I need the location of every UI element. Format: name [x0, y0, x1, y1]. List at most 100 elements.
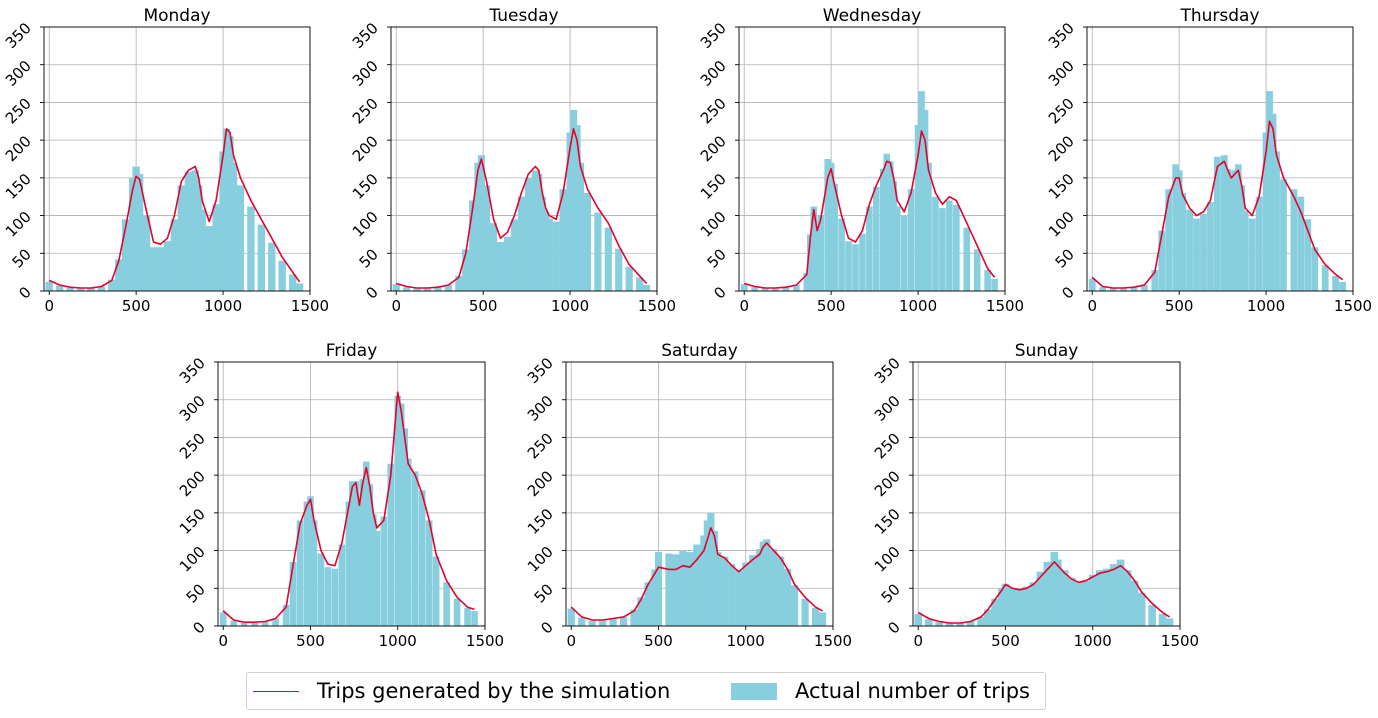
- y-tick-label: 150: [2, 170, 35, 203]
- actual-trips-bar: [824, 159, 831, 291]
- plot-frame: [912, 361, 1181, 627]
- actual-trips-bar: [184, 171, 192, 291]
- actual-trips-bar: [1008, 588, 1017, 626]
- actual-trips-bar: [489, 223, 498, 291]
- actual-trips-bar: [552, 221, 560, 291]
- actual-trips-bar: [945, 622, 954, 626]
- y-tick-label: 50: [9, 245, 35, 271]
- actual-trips-bar: [886, 161, 894, 291]
- y-tick-label: 100: [1045, 208, 1078, 241]
- plot-frame: [390, 26, 658, 292]
- actual-trips-bar: [924, 619, 933, 626]
- actual-trips-bar: [686, 552, 694, 626]
- actual-trips-bar: [432, 556, 440, 626]
- actual-trips-bar: [1280, 179, 1287, 291]
- actual-trips-bar: [236, 185, 245, 291]
- y-tick-label: 0: [1058, 283, 1077, 302]
- actual-trips-bar: [984, 269, 991, 291]
- legend-entry-actual: Actual number of trips: [731, 673, 1030, 709]
- actual-trips-bar: [932, 196, 939, 291]
- x-tick-label: 0: [1087, 297, 1097, 315]
- actual-trips-bar: [380, 516, 388, 626]
- actual-trips-bar: [261, 621, 269, 626]
- y-tick-label: 300: [1045, 57, 1078, 90]
- panel-wednesday: 0 500 1000 1500 0 50 100 150 200 250 300 350 Wednesd…: [697, 6, 1024, 315]
- actual-trips-bar: [772, 288, 779, 291]
- panel-title: Sunday: [1015, 341, 1079, 361]
- actual-trips-bar: [1227, 177, 1235, 291]
- actual-trips-bar: [1339, 281, 1346, 291]
- y-tick-label: 0: [15, 283, 34, 302]
- simulation-line: [1091, 120, 1344, 289]
- actual-trips-bar: [811, 607, 820, 626]
- actual-trips-bar: [392, 284, 400, 291]
- y-tick-label: 50: [1052, 245, 1078, 271]
- actual-trips-bar: [219, 612, 227, 626]
- x-tick-label: 0: [566, 632, 576, 650]
- legend: Trips generated by the simulation Actual…: [246, 672, 1046, 710]
- actual-trips-bar: [1130, 580, 1139, 626]
- panel-friday: 0 500 1000 1500 0 50 100 150 200 250 300 350 Friday: [176, 341, 504, 650]
- plot-frame: [738, 26, 1006, 292]
- actual-trips-bar: [693, 544, 701, 626]
- actual-trips-bar: [1088, 278, 1096, 291]
- y-tick-label: 300: [2, 57, 35, 90]
- panel-monday: 0 500 1000 1500 0 50 100 150 200 250 300 350 Monday: [2, 6, 329, 315]
- actual-trips-bar: [331, 568, 339, 626]
- actual-trips-bar: [464, 607, 471, 626]
- actual-trips-bar: [907, 189, 915, 291]
- y-tick-label: 250: [524, 430, 557, 463]
- actual-trips-bar: [462, 249, 470, 291]
- y-tick-label: 0: [189, 618, 208, 637]
- actual-trips-bar: [278, 260, 286, 291]
- actual-trips-bar: [966, 621, 975, 626]
- actual-trips-bar: [810, 206, 818, 291]
- actual-trips-bar: [1081, 580, 1090, 626]
- actual-trips-bar: [370, 514, 377, 626]
- actual-trips-bar: [599, 620, 607, 626]
- x-tick-label: 500: [296, 632, 325, 650]
- y-tick-label: 350: [697, 19, 730, 52]
- actual-trips-bar: [576, 162, 585, 291]
- actual-trips-bar: [66, 287, 74, 291]
- y-tick-label: 200: [2, 132, 35, 165]
- x-tick-label: 1000: [1247, 297, 1285, 315]
- actual-trips-bar: [1220, 155, 1228, 291]
- legend-label-simulation: Trips generated by the simulation: [317, 679, 671, 703]
- actual-trips-bar: [1304, 219, 1312, 291]
- actual-trips-bar: [394, 395, 402, 626]
- actual-trips-bar: [401, 428, 409, 626]
- actual-trips-bar: [1158, 230, 1166, 291]
- actual-trips-bar: [914, 613, 923, 626]
- actual-trips-bar: [1043, 561, 1052, 626]
- actual-trips-bar: [953, 205, 960, 291]
- actual-trips-bar: [609, 619, 617, 626]
- actual-trips-bar: [251, 622, 258, 626]
- actual-trips-bar: [108, 279, 116, 291]
- y-tick-label: 350: [1045, 19, 1078, 52]
- actual-trips-bar: [418, 490, 426, 626]
- y-tick-label: 200: [697, 132, 730, 165]
- actual-trips-bar: [1273, 151, 1280, 291]
- actual-trips-bar: [1186, 209, 1193, 291]
- y-tick-label: 100: [2, 208, 35, 241]
- actual-trips-bar: [1109, 564, 1118, 626]
- actual-trips-bar: [1120, 288, 1127, 291]
- actual-trips-bar: [295, 283, 304, 291]
- y-tick-label: 300: [349, 57, 382, 90]
- panel-title: Wednesday: [823, 6, 921, 26]
- actual-trips-bar: [229, 162, 238, 291]
- actual-trips-bar: [644, 582, 652, 626]
- actual-trips-bar: [349, 481, 356, 626]
- y-tick-label: 200: [524, 467, 557, 500]
- actual-trips-bar: [1200, 214, 1207, 291]
- actual-trips-bar: [984, 609, 992, 626]
- actual-trips-bar: [893, 206, 901, 291]
- actual-trips-bar: [444, 284, 452, 291]
- x-tick-label: 1500: [466, 632, 504, 650]
- panel-title: Thursday: [1179, 6, 1259, 26]
- actual-trips-bar: [496, 241, 505, 291]
- y-tick-label: 50: [878, 580, 904, 606]
- actual-trips-bar: [434, 287, 442, 291]
- x-tick-label: 1500: [814, 632, 852, 650]
